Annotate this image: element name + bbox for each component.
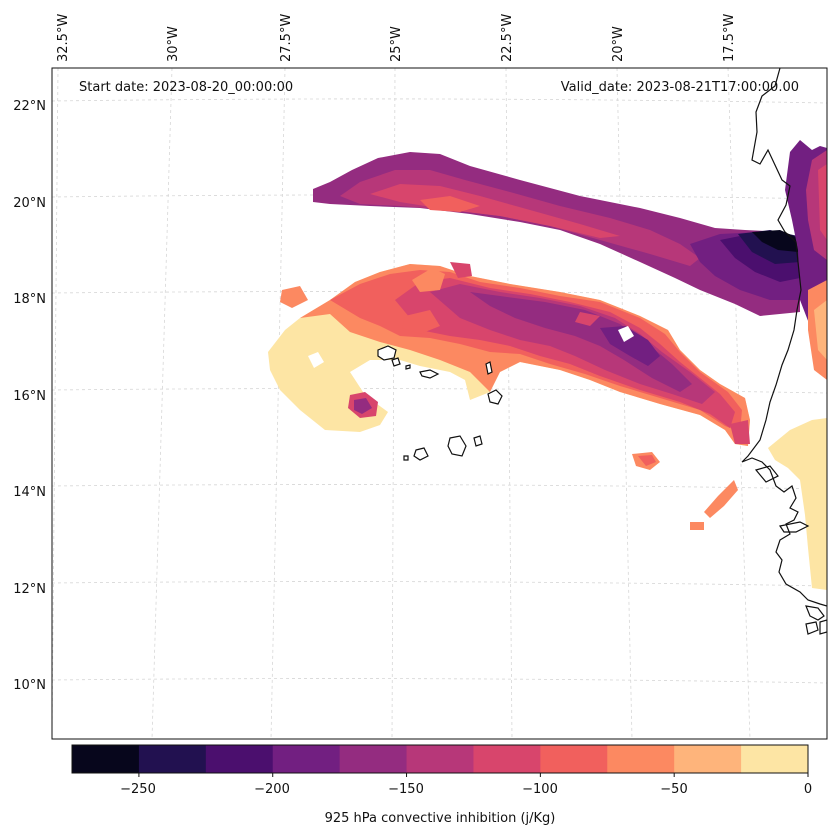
lon-label: 32.5°W bbox=[56, 14, 71, 62]
colorbar-segment bbox=[272, 745, 341, 773]
colorbar-segment bbox=[741, 745, 809, 773]
lat-label: 12°N bbox=[13, 582, 46, 597]
lat-label: 16°N bbox=[13, 389, 46, 404]
lat-label: 22°N bbox=[13, 99, 46, 114]
lon-label: 27.5°W bbox=[279, 14, 294, 62]
valid-date-label: Valid_date: 2023-08-21T17:00:00.00 bbox=[561, 80, 799, 95]
colorbar-tick-label: 0 bbox=[804, 782, 812, 797]
lon-label: 30°W bbox=[166, 26, 181, 62]
colorbar-segment bbox=[205, 745, 274, 773]
longitude-labels: 32.5°W 30°W 27.5°W 25°W 22.5°W 20°W 17.5… bbox=[56, 14, 737, 62]
cin-small-patches bbox=[632, 420, 750, 530]
cape-verde-islands bbox=[377, 345, 503, 461]
colorbar-segment bbox=[339, 745, 408, 773]
lon-label: 17.5°W bbox=[722, 14, 737, 62]
colorbar-segment bbox=[406, 745, 474, 773]
latitude-labels: 22°N 20°N 18°N 16°N 14°N 12°N 10°N bbox=[13, 99, 46, 693]
graticule bbox=[52, 68, 827, 739]
lon-label: 22.5°W bbox=[500, 14, 515, 62]
cin-east-strip bbox=[768, 140, 827, 590]
colorbar-segment bbox=[138, 745, 207, 773]
lon-label: 25°W bbox=[389, 26, 404, 62]
colorbar-tick-label: −50 bbox=[660, 782, 687, 797]
colorbar-segment bbox=[72, 745, 140, 773]
start-date-label: Start date: 2023-08-20_00:00:00 bbox=[79, 80, 293, 95]
lat-label: 14°N bbox=[13, 485, 46, 500]
colorbar-label: 925 hPa convective inhibition (j/Kg) bbox=[325, 811, 556, 826]
colorbar-segment bbox=[473, 745, 541, 773]
colorbar-segment bbox=[540, 745, 608, 773]
cin-plume-north bbox=[313, 152, 800, 316]
colorbar-tick-label: −200 bbox=[254, 782, 290, 797]
cin-plume-south bbox=[268, 262, 750, 446]
lat-label: 10°N bbox=[13, 678, 46, 693]
colorbar bbox=[71, 744, 809, 777]
lat-label: 20°N bbox=[13, 196, 46, 211]
lon-label: 20°W bbox=[611, 26, 626, 62]
map-frame bbox=[51, 67, 828, 740]
coastlines bbox=[741, 68, 827, 635]
colorbar-tick-label: −250 bbox=[120, 782, 156, 797]
colorbar-tick-label: −150 bbox=[388, 782, 424, 797]
lat-label: 18°N bbox=[13, 292, 46, 307]
colorbar-ticks: −250 −200 −150 −100 −50 0 bbox=[120, 782, 812, 797]
colorbar-segment bbox=[607, 745, 675, 773]
colorbar-frame bbox=[71, 744, 809, 774]
colorbar-segment bbox=[674, 745, 742, 773]
colorbar-tick-label: −100 bbox=[522, 782, 558, 797]
